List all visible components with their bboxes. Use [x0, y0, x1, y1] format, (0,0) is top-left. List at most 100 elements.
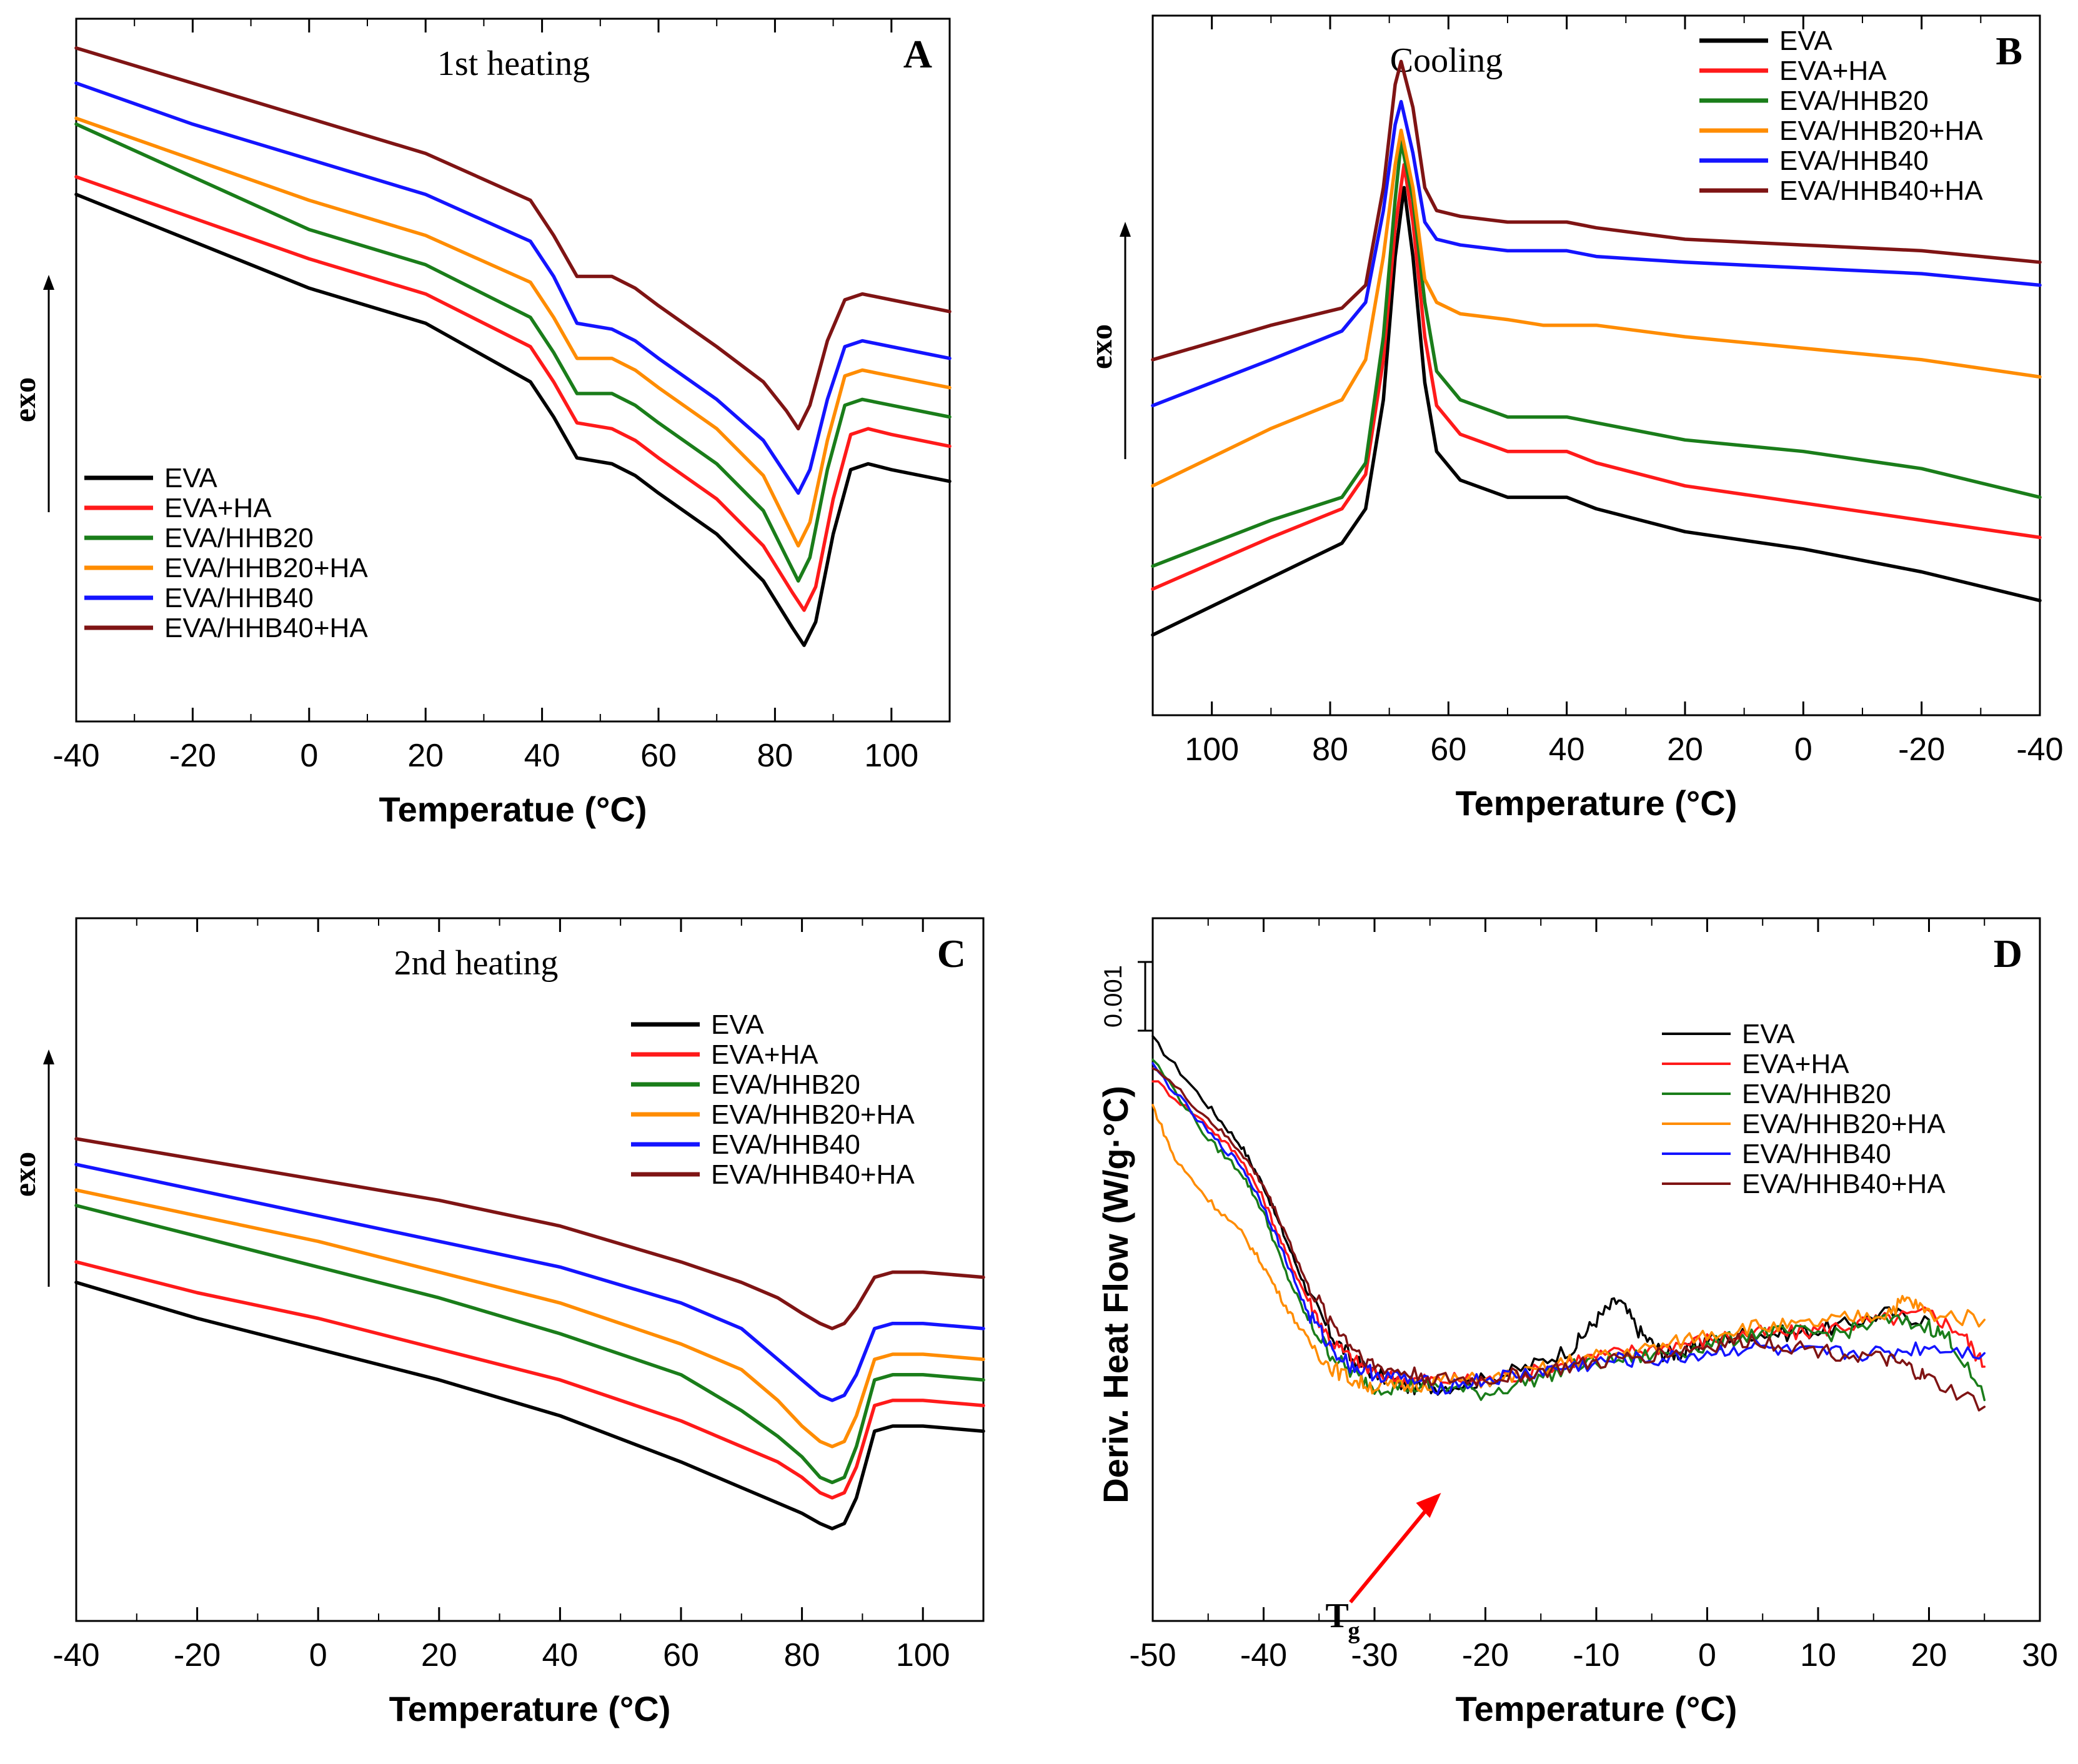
x-tick-label: 0 [300, 738, 318, 774]
legend-label: EVA/HHB20 [1742, 1079, 1891, 1109]
legend-label: EVA/HHB20+HA [164, 553, 368, 583]
legend-label: EVA/HHB40+HA [164, 613, 368, 643]
panel-title: 2nd heating [394, 944, 559, 983]
exo-label: exo [7, 1152, 42, 1197]
x-tick-label: 80 [1312, 731, 1348, 768]
x-tick-label: 60 [663, 1637, 699, 1673]
series-line-eva-hhb40-ha [1151, 1067, 1986, 1412]
x-tick-label: 0 [1698, 1637, 1716, 1673]
x-tick-label: -10 [1573, 1637, 1619, 1673]
x-axis-label: Temperature (°C) [1456, 783, 1737, 823]
x-tick-label: -20 [169, 738, 216, 774]
x-axis-label: Temperature (°C) [1456, 1689, 1737, 1728]
series-line-eva-hhb40-ha [74, 1137, 985, 1330]
exo-arrowhead [43, 1049, 54, 1064]
series-line-eva-hhb20 [74, 1204, 985, 1485]
panel-d: -50 -40 -30 -20 -10 0 10 20 30 Temperature (°C) De… [1096, 917, 2058, 1728]
x-tick-label: 80 [784, 1637, 820, 1673]
legend-label: EVA/HHB20+HA [1742, 1109, 1946, 1139]
exo-label: exo [7, 377, 42, 422]
x-axis-label: Temperature (°C) [389, 1689, 671, 1728]
series-line-eva-ha [1151, 162, 2042, 591]
series-line-eva-hhb20-ha [1151, 128, 2042, 488]
series-line-eva-hhb20 [74, 122, 952, 583]
legend-label: EVA/HHB20 [711, 1069, 860, 1100]
plot-frame [1151, 14, 2041, 716]
legend-label: EVA/HHB40+HA [711, 1159, 915, 1190]
panel-letter: B [1996, 29, 2022, 73]
legend-label: EVA/HHB40+HA [1779, 176, 1983, 206]
exo-arrowhead [1120, 222, 1131, 237]
x-tick-label: -40 [52, 738, 99, 774]
plot-frame [75, 917, 985, 1622]
panel-letter: C [937, 931, 966, 976]
tg-label: T [1326, 1597, 1349, 1635]
series-line-eva-hhb40-ha [1151, 59, 2042, 362]
panel-b: 100 80 60 40 20 0 -20 -40 Temperature (°C) exo Coo… [1083, 14, 2064, 823]
x-tick-label: -40 [1240, 1637, 1287, 1673]
x-tick-label: 0 [309, 1637, 327, 1673]
x-tick-label: 20 [1911, 1637, 1947, 1673]
series-line-eva-hhb40-ha [74, 46, 952, 431]
y-axis-label: Deriv. Heat Flow (W/g·°C) [1096, 1086, 1135, 1503]
x-tick-label: 30 [2022, 1637, 2058, 1673]
x-tick-label: 100 [1185, 731, 1239, 768]
x-tick-label: -20 [174, 1637, 221, 1673]
legend-label: EVA+HA [1779, 56, 1887, 86]
x-tick-label: 10 [1800, 1637, 1836, 1673]
legend-label: EVA+HA [164, 493, 272, 523]
exo-label: exo [1083, 324, 1118, 369]
series-line-eva-hhb20 [1151, 140, 2042, 568]
x-tick-label: 80 [757, 738, 793, 774]
exo-arrowhead [43, 275, 54, 290]
series-line-eva-ha [74, 1260, 985, 1500]
series-line-eva-hhb20-ha [74, 1188, 985, 1449]
legend-label: EVA [1742, 1019, 1795, 1049]
series-line-eva-hhb40 [74, 81, 952, 495]
legend-label: EVA/HHB40 [1779, 146, 1929, 176]
legend-label: EVA [164, 463, 217, 493]
legend-label: EVA/HHB40+HA [1742, 1169, 1946, 1199]
panel-title: Cooling [1390, 41, 1503, 80]
x-tick-label: -50 [1129, 1637, 1176, 1673]
panel-a: -40 -20 0 20 40 60 80 100 Temperatue (°C) exo 1st … [7, 17, 952, 829]
x-tick-label: -40 [52, 1637, 99, 1673]
series-line-eva-hhb20 [1151, 1058, 1986, 1402]
panel-letter: A [903, 32, 932, 76]
series-line-eva [74, 1281, 985, 1530]
x-tick-label: 100 [864, 738, 918, 774]
series-line-eva-hhb20-ha [1151, 1104, 1986, 1395]
x-tick-label: 40 [524, 738, 560, 774]
legend-label: EVA+HA [711, 1039, 818, 1070]
series-line-eva-hhb40 [1151, 99, 2042, 408]
series-line-eva [1151, 186, 2042, 637]
x-axis-label: Temperatue (°C) [379, 790, 647, 829]
x-tick-label: -20 [1462, 1637, 1509, 1673]
panel-c: -40 -20 0 20 40 60 80 100 Temperature (°C) exo 2nd… [7, 917, 985, 1728]
x-tick-label: -30 [1351, 1637, 1398, 1673]
series-line-eva-ha [74, 175, 952, 612]
x-tick-label: -20 [1898, 731, 1945, 768]
panel-letter: D [1994, 931, 2022, 976]
legend-label: EVA/HHB20 [164, 523, 314, 553]
legend-label: EVA [711, 1009, 764, 1040]
x-tick-label: 60 [1430, 731, 1466, 768]
x-tick-label: 100 [896, 1637, 950, 1673]
series-line-eva [74, 192, 952, 647]
legend-label: EVA/HHB40 [164, 583, 314, 613]
x-tick-label: 0 [1794, 731, 1812, 768]
legend-label: EVA/HHB20 [1779, 86, 1929, 116]
series-line-eva-hhb20-ha [74, 116, 952, 548]
legend-label: EVA+HA [1742, 1049, 1849, 1079]
series-line-eva [1151, 1034, 1931, 1396]
legend-label: EVA/HHB20+HA [1779, 116, 1983, 146]
x-tick-label: 40 [1549, 731, 1585, 768]
tg-arrow [1349, 1503, 1433, 1603]
tg-arrowhead [1416, 1493, 1441, 1518]
series-line-eva-hhb40 [74, 1162, 985, 1402]
x-tick-label: 40 [542, 1637, 578, 1673]
panel-title: 1st heating [437, 44, 590, 83]
scale-bar-label: 0.001 [1100, 965, 1127, 1028]
legend-label: EVA [1779, 26, 1832, 56]
